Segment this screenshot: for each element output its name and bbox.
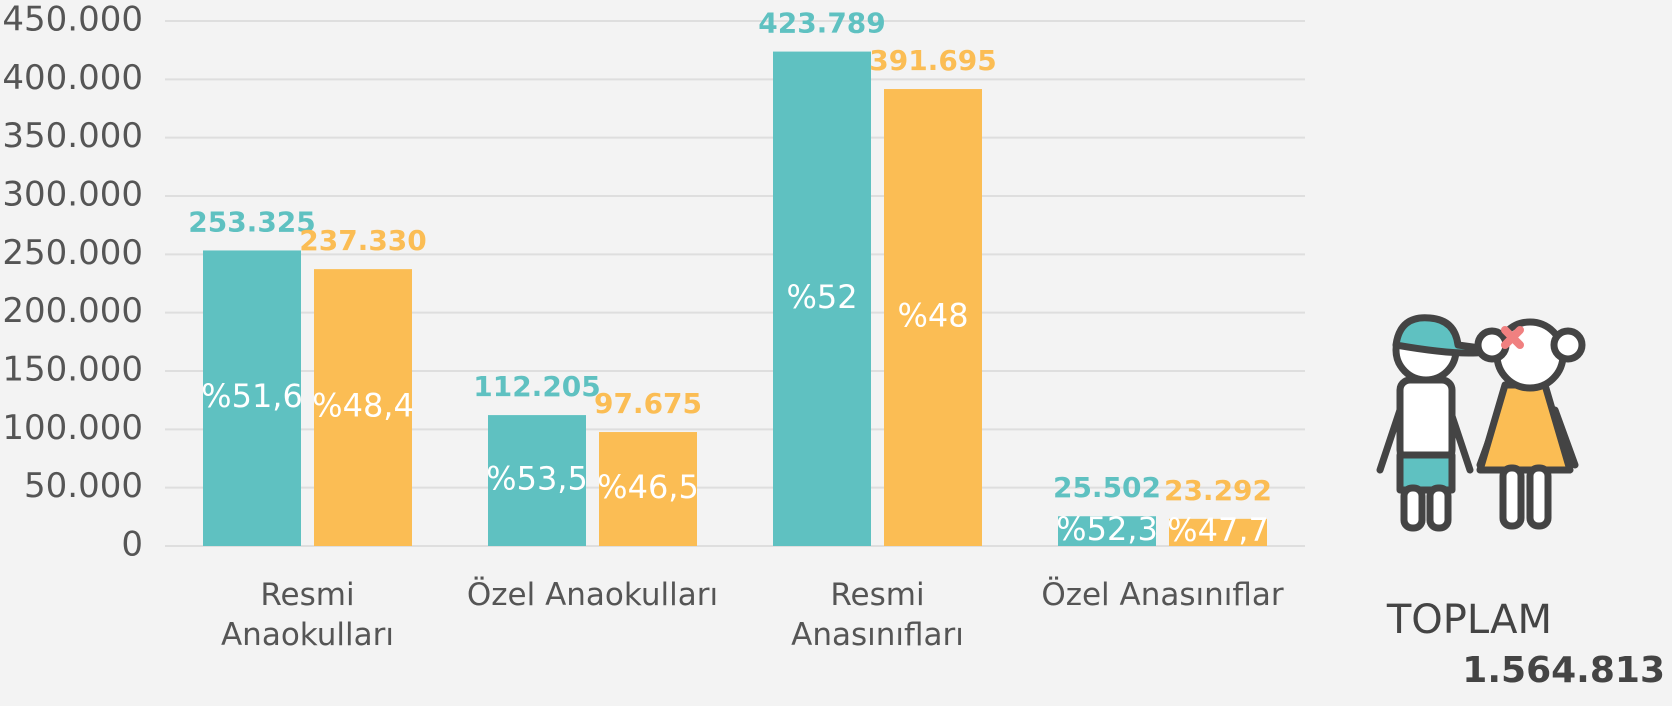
value-label: 112.205 — [473, 370, 601, 403]
y-tick-label: 150.000 — [2, 350, 143, 390]
bar — [314, 269, 412, 546]
share-label: %47,7 — [1167, 511, 1269, 549]
bar — [1169, 518, 1267, 546]
x-tick-label-box: Resmi Anaokulları — [220, 577, 395, 653]
y-tick-label: 400.000 — [2, 58, 143, 98]
share-label: %46,5 — [597, 468, 699, 506]
y-tick-label: 200.000 — [2, 291, 143, 331]
total-value: 1.564.813 — [1462, 650, 1665, 691]
y-tick-label: 100.000 — [2, 408, 143, 448]
share-label: %52 — [786, 278, 857, 316]
value-label: 237.330 — [299, 224, 427, 257]
x-tick-label-box: Özel Anaokulları — [466, 577, 719, 613]
share-label: %48 — [897, 297, 968, 335]
y-tick-label: 250.000 — [2, 233, 143, 273]
share-label: %48,4 — [312, 387, 414, 425]
y-tick-label: 450.000 — [2, 0, 143, 40]
value-label: 253.325 — [188, 205, 316, 238]
x-tick-label: Resmi Anaokulları — [220, 577, 395, 653]
bar — [203, 250, 301, 546]
y-tick-label: 50.000 — [24, 466, 143, 506]
y-tick-label: 0 — [121, 525, 143, 565]
kids-illustration — [1376, 314, 1586, 532]
bar — [488, 415, 586, 546]
share-label: %52,3 — [1056, 510, 1158, 548]
x-tick-label: Özel Anasınıflar — [1041, 577, 1284, 613]
x-tick-label: Resmi Anasınıfları — [791, 577, 964, 653]
share-label: %53,5 — [486, 460, 588, 498]
share-label: %51,6 — [201, 377, 303, 415]
value-label: 97.675 — [594, 387, 702, 420]
value-label: 423.789 — [758, 7, 886, 40]
x-tick-label-box: Özel Anasınıflar — [1041, 577, 1284, 613]
y-tick-label: 300.000 — [2, 175, 143, 215]
bar — [599, 432, 697, 546]
bar — [773, 51, 871, 546]
total-title: TOPLAM — [1386, 597, 1552, 643]
bar — [884, 89, 982, 547]
y-tick-label: 350.000 — [2, 116, 143, 156]
bar — [1058, 516, 1156, 546]
value-label: 25.502 — [1053, 471, 1161, 504]
x-tick-label: Özel Anaokulları — [466, 577, 719, 613]
x-tick-label-box: Resmi Anasınıfları — [791, 577, 964, 653]
value-label: 23.292 — [1164, 474, 1272, 507]
value-label: 391.695 — [869, 44, 997, 77]
